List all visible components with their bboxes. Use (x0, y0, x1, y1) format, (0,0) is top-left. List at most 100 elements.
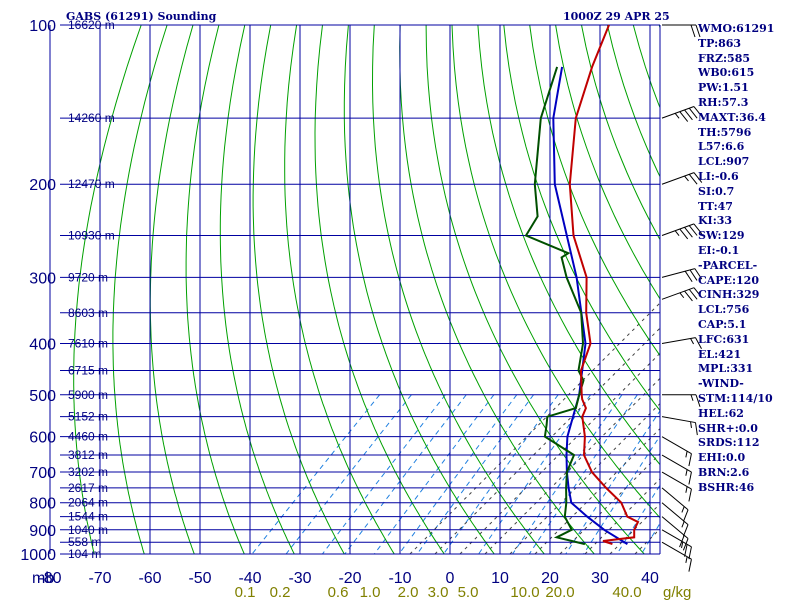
index-item: MPL:331 (698, 362, 754, 376)
wind-barb (661, 487, 689, 522)
mixing-ratio-tick-label: 40.0 (612, 584, 641, 600)
mixing-ratio-tick-label: 10.0 (510, 584, 539, 600)
pressure-unit-label: mb (32, 570, 54, 587)
index-item: BSHR:46 (698, 480, 755, 494)
index-item: CINH:329 (698, 288, 760, 302)
temperature-tick-label: -50 (188, 570, 211, 587)
index-item: PW:1.51 (698, 81, 749, 95)
index-item: FRZ:585 (698, 51, 751, 65)
height-label: 1040 m (68, 523, 108, 537)
height-label: 8603 m (68, 306, 108, 320)
temperature-tick-label: -20 (338, 570, 361, 587)
pressure-tick-label: 900 (29, 523, 56, 540)
height-label: 4460 m (68, 430, 108, 444)
index-item: BRN:2.6 (698, 465, 750, 479)
index-item: TP:863 (698, 36, 742, 50)
index-item: SW:129 (698, 229, 745, 243)
temperature-tick-label: -80 (38, 570, 61, 587)
mixing-ratio-tick-label: 5.0 (458, 584, 479, 600)
temperature-tick-label: -30 (288, 570, 311, 587)
pressure-tick-label: 200 (29, 177, 56, 194)
height-label: 3812 m (68, 448, 108, 462)
pressure-tick-label: 800 (29, 496, 56, 513)
pressure-tick-label: 600 (29, 430, 56, 447)
wind-barb (661, 529, 692, 560)
index-item: SHR+:0.0 (698, 421, 758, 435)
height-label: 7610 m (68, 336, 108, 350)
pressure-tick-label: 1000 (20, 547, 56, 564)
height-label: 9720 m (68, 270, 108, 284)
observation-time: 1000Z 29 APR 25 (563, 10, 670, 23)
height-label: 3202 m (68, 465, 108, 479)
temperature-tick-label: 40 (641, 570, 659, 587)
mixing-ratio-tick-label: 0.6 (328, 584, 349, 600)
wind-barb (661, 471, 692, 502)
height-label: 5900 m (68, 388, 108, 402)
mixing-ratio-tick-label: 3.0 (428, 584, 449, 600)
height-label: 10930 m (68, 229, 115, 243)
temperature-tick-label: 0 (446, 570, 455, 587)
wind-barb (661, 223, 703, 240)
index-item: LCL:907 (698, 155, 750, 169)
wind-barb (661, 337, 702, 349)
pressure-tick-label: 100 (29, 18, 56, 35)
height-labels: 16620 m 14260 m 12470 m 10930 m 9720 m 8603 m… (68, 18, 115, 561)
index-item: TH:5796 (698, 125, 752, 139)
index-item: RH:57.3 (698, 95, 749, 109)
pressure-tick-label: 400 (29, 336, 56, 353)
wind-barb (661, 172, 703, 185)
mixing-ratio-line (373, 394, 495, 555)
temperature-tick-label: -70 (88, 570, 111, 587)
index-item: TT:47 (698, 199, 733, 213)
height-label: 104 m (68, 547, 101, 561)
mixing-ratio-tick-label: 20.0 (545, 584, 574, 600)
wind-barb (661, 502, 689, 537)
stability-indices-list: WMO:61291 TP:863 FRZ:585 WB0:615 PW:1.51 RH:5… (698, 22, 800, 496)
pressure-tick-label: 500 (29, 388, 56, 405)
temperature-tick-label: 20 (541, 570, 559, 587)
index-item: EHI:0.0 (698, 451, 746, 465)
index-item: EL:421 (698, 347, 742, 361)
wind-barbs (661, 24, 703, 572)
mixing-ratio-tick-label: 0.1 (235, 584, 256, 600)
temperature-tick-label: -40 (238, 570, 261, 587)
height-label: 14260 m (68, 111, 115, 125)
index-item: STM:114/10 (698, 391, 773, 405)
index-item: CAPE:120 (698, 273, 759, 287)
height-label: 5152 m (68, 410, 108, 424)
wind-barb (661, 287, 703, 302)
index-item: CAP:5.1 (698, 317, 747, 331)
wind-barb (662, 394, 701, 407)
pressure-tick-label: 300 (29, 270, 56, 287)
temperature-tick-label: 30 (591, 570, 609, 587)
height-label: 2617 m (68, 481, 108, 495)
height-label: 558 m (68, 535, 101, 549)
index-item: -WIND- (698, 377, 744, 391)
index-item: LFC:631 (698, 332, 750, 346)
index-item: WB0:615 (698, 66, 755, 80)
pressure-tick-label: 700 (29, 465, 56, 482)
wind-barb (661, 541, 692, 572)
wind-barb (661, 106, 703, 122)
parcel-trace (552, 66, 628, 545)
wind-barb (661, 416, 698, 436)
temperature-tick-label: -10 (388, 570, 411, 587)
index-item: L57:6.6 (698, 140, 745, 154)
temperature-tick-label: 10 (491, 570, 509, 587)
index-item: EI:-0.1 (698, 243, 740, 257)
mixing-ratio-line (640, 522, 660, 555)
wind-barb (661, 436, 692, 467)
temperature-axis-labels: mb-80 -70 -60 -50 -40 -30 -20 -10 0 10 20 30 40 (32, 570, 659, 587)
index-item: HEL:62 (698, 406, 744, 420)
index-item: LCL:756 (698, 303, 750, 317)
height-label: 1544 m (68, 510, 108, 524)
height-label: 12470 m (68, 177, 115, 191)
mixing-ratio-line (398, 394, 518, 555)
index-item: KI:33 (698, 214, 733, 228)
temperature-trace (568, 24, 640, 546)
index-item: -PARCEL- (698, 258, 758, 272)
mixing-ratio-tick-label: 0.2 (270, 584, 291, 600)
height-label: 16620 m (68, 18, 115, 32)
temperature-tick-label: -60 (138, 570, 161, 587)
